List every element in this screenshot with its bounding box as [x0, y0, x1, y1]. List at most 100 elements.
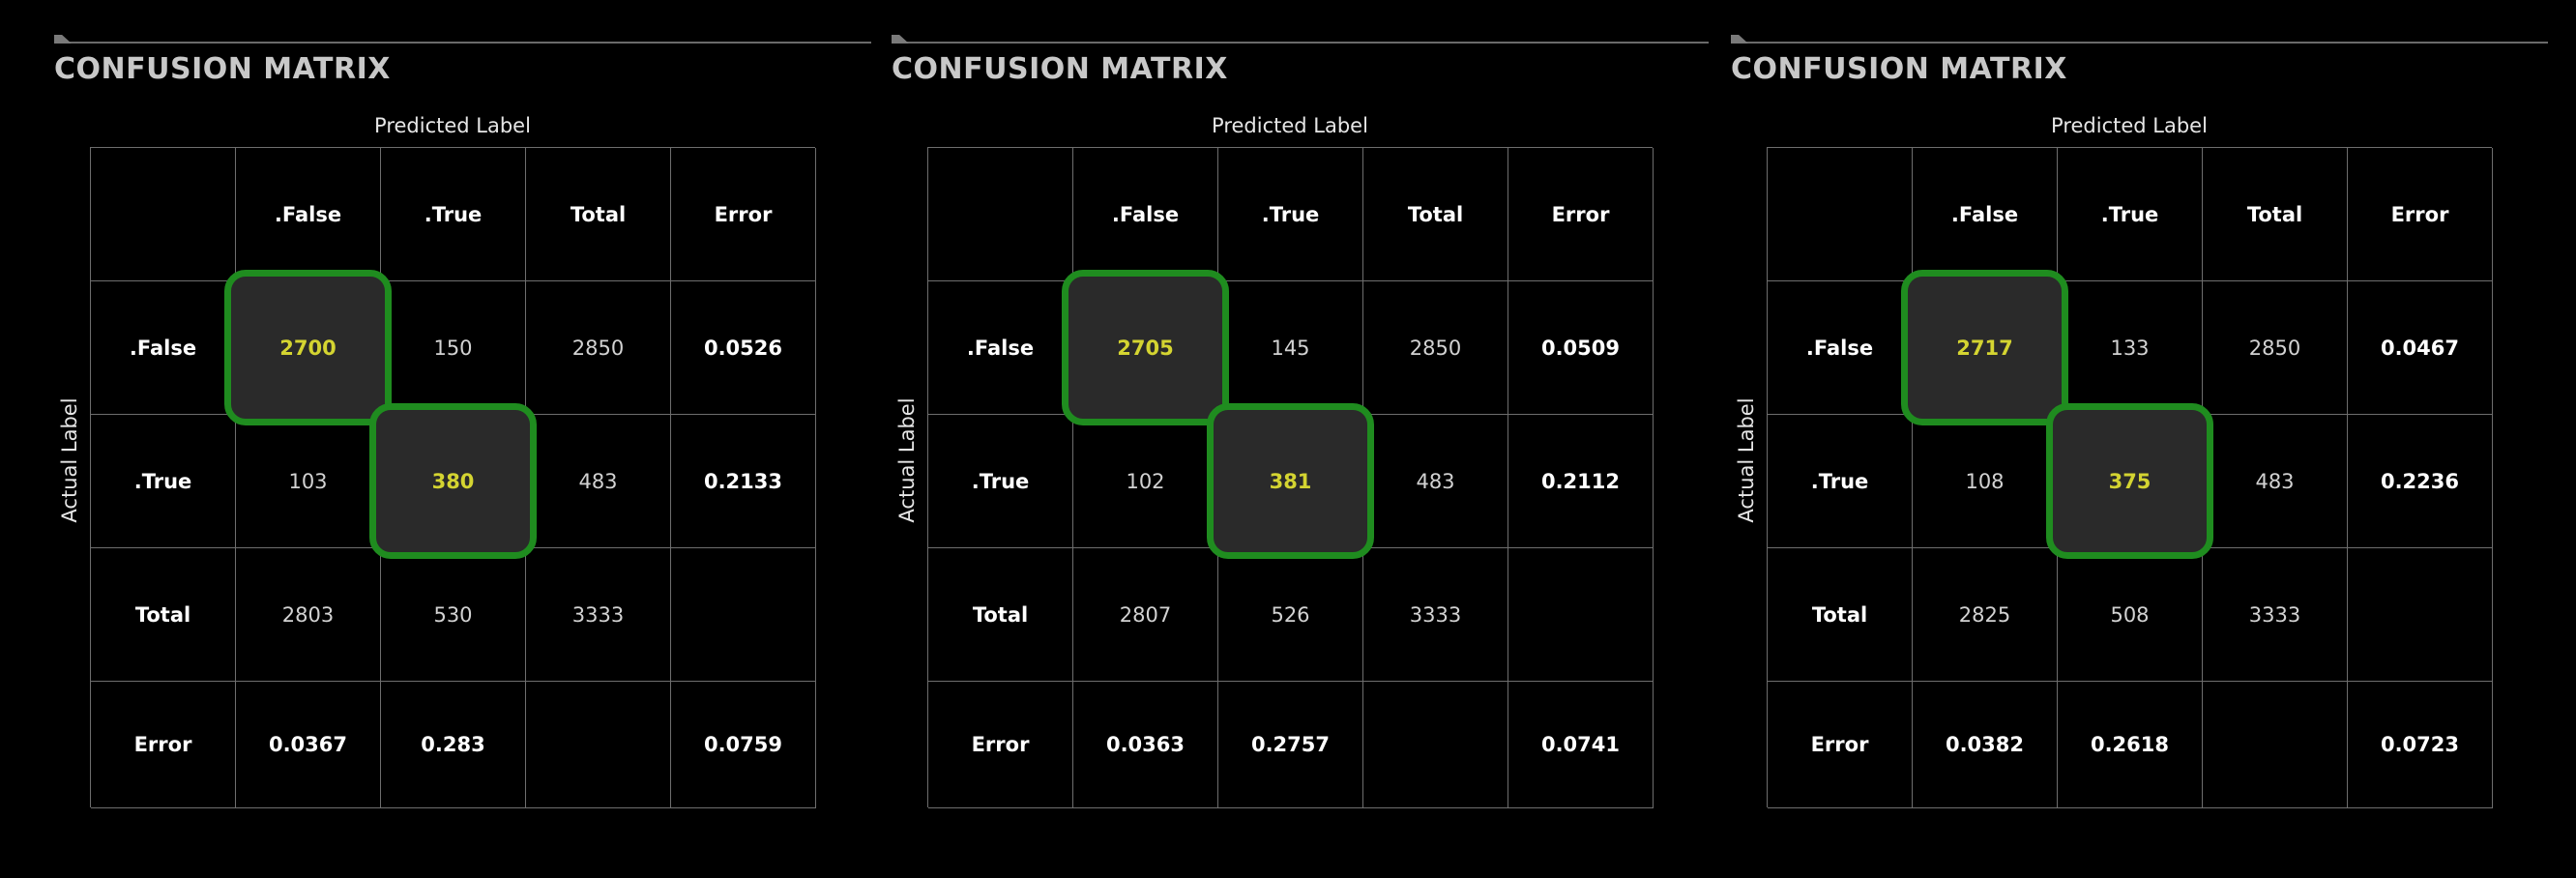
- matrix-grid: .False .True Total Error .False 2717 133 2850 0.…: [1767, 147, 2493, 808]
- row-header: .False: [91, 281, 236, 415]
- highlight-box: [224, 270, 392, 425]
- header-rule: [1731, 42, 2548, 44]
- matrix-cell: 2825: [1913, 548, 2058, 682]
- matrix-cell: 133: [2058, 281, 2203, 415]
- row-header: Error: [928, 682, 1073, 808]
- row-header: .True: [91, 415, 236, 548]
- empty-cell: [1363, 682, 1508, 808]
- matrix-cell: 3333: [1363, 548, 1508, 682]
- matrix-cell: 0.0382: [1913, 682, 2058, 808]
- matrix-cell: 103: [236, 415, 381, 548]
- highlight-box: [369, 403, 537, 559]
- y-axis-label: Actual Label: [1735, 397, 1758, 523]
- diagonal-cell: 2705: [1062, 270, 1229, 425]
- column-header: Total: [2203, 148, 2348, 281]
- cell-value: 2700: [279, 336, 337, 360]
- matrix-cell: 2850: [2203, 281, 2348, 415]
- y-axis-label: Actual Label: [58, 397, 81, 523]
- matrix-cell: 0.2618: [2058, 682, 2203, 808]
- matrix-cell: 0.0759: [671, 682, 816, 808]
- x-axis-label: Predicted Label: [2051, 114, 2208, 137]
- matrix-cell: 3333: [2203, 548, 2348, 682]
- matrix-cell: 0.2112: [1508, 415, 1654, 548]
- row-header: Total: [91, 548, 236, 682]
- confusion-matrix-panel-2: CONFUSION MATRIX Predicted Label Actual La…: [892, 0, 1709, 878]
- header-rule: [892, 42, 1709, 44]
- matrix-cell: 526: [1218, 548, 1363, 682]
- diagonal-cell: 2717: [1901, 270, 2068, 425]
- empty-cell: [1508, 548, 1654, 682]
- column-header: Total: [526, 148, 671, 281]
- y-axis-label: Actual Label: [895, 397, 919, 523]
- column-header: Error: [2348, 148, 2493, 281]
- matrix-cell: 483: [1363, 415, 1508, 548]
- row-header: .True: [928, 415, 1073, 548]
- matrix-cell: 0.0363: [1073, 682, 1218, 808]
- row-header: Total: [928, 548, 1073, 682]
- matrix-cell: 2850: [1363, 281, 1508, 415]
- cell-value: 2717: [1956, 336, 2013, 360]
- column-header: Total: [1363, 148, 1508, 281]
- header-tab: [1731, 35, 1748, 44]
- matrix-cell: 145: [1218, 281, 1363, 415]
- column-header: Error: [671, 148, 816, 281]
- matrix-corner-cell: [91, 148, 236, 281]
- column-header: .False: [1913, 148, 2058, 281]
- diagonal-cell: 381: [1207, 403, 1374, 559]
- diagonal-cell: 375: [2046, 403, 2213, 559]
- row-header: Error: [1768, 682, 1913, 808]
- matrix-cell: 2850: [526, 281, 671, 415]
- diagonal-cell: 380: [369, 403, 537, 559]
- matrix-cell: 0.0741: [1508, 682, 1654, 808]
- diagonal-cell: 2700: [224, 270, 392, 425]
- x-axis-label: Predicted Label: [374, 114, 531, 137]
- x-axis-label: Predicted Label: [1212, 114, 1368, 137]
- empty-cell: [2203, 682, 2348, 808]
- matrix-cell: 108: [1913, 415, 2058, 548]
- column-header: .False: [1073, 148, 1218, 281]
- matrix-grid: .False .True Total Error .False 2705 145 2850 0.…: [927, 147, 1654, 808]
- matrix-cell: 0.0467: [2348, 281, 2493, 415]
- column-header: Error: [1508, 148, 1654, 281]
- column-header: .False: [236, 148, 381, 281]
- matrix-cell: 0.0367: [236, 682, 381, 808]
- empty-cell: [671, 548, 816, 682]
- matrix-cell: 483: [526, 415, 671, 548]
- header-rule: [54, 42, 871, 44]
- matrix-grid: .False .True Total Error .False 2700 150 2850 0.…: [90, 147, 816, 808]
- highlight-box: [2046, 403, 2213, 559]
- matrix-cell: 3333: [526, 548, 671, 682]
- matrix-cell: 0.0526: [671, 281, 816, 415]
- matrix-cell: 2803: [236, 548, 381, 682]
- matrix-cell: 0.0509: [1508, 281, 1654, 415]
- row-header: .True: [1768, 415, 1913, 548]
- highlight-box: [1901, 270, 2068, 425]
- row-header: .False: [1768, 281, 1913, 415]
- empty-cell: [2348, 548, 2493, 682]
- cell-value: 375: [2108, 469, 2152, 493]
- matrix-cell: 0.2757: [1218, 682, 1363, 808]
- column-header: .True: [1218, 148, 1363, 281]
- header-tab: [54, 35, 72, 44]
- row-header: Error: [91, 682, 236, 808]
- matrix-cell: 2807: [1073, 548, 1218, 682]
- confusion-matrix-panel-3: CONFUSION MATRIX Predicted Label Actual La…: [1731, 0, 2548, 878]
- matrix-cell: 530: [381, 548, 526, 682]
- matrix-cell: 0.283: [381, 682, 526, 808]
- column-header: .True: [381, 148, 526, 281]
- matrix-cell: 0.2133: [671, 415, 816, 548]
- header-tab: [892, 35, 909, 44]
- matrix-corner-cell: [928, 148, 1073, 281]
- panel-title: CONFUSION MATRIX: [892, 52, 1228, 86]
- row-header: Total: [1768, 548, 1913, 682]
- cell-value: 381: [1269, 469, 1312, 493]
- cell-value: 380: [431, 469, 475, 493]
- matrix-cell: 508: [2058, 548, 2203, 682]
- empty-cell: [526, 682, 671, 808]
- matrix-corner-cell: [1768, 148, 1913, 281]
- column-header: .True: [2058, 148, 2203, 281]
- panel-title: CONFUSION MATRIX: [1731, 52, 2067, 86]
- matrix-cell: 0.0723: [2348, 682, 2493, 808]
- confusion-matrix-panel-1: CONFUSION MATRIX Predicted Label Actual La…: [54, 0, 871, 878]
- matrix-cell: 150: [381, 281, 526, 415]
